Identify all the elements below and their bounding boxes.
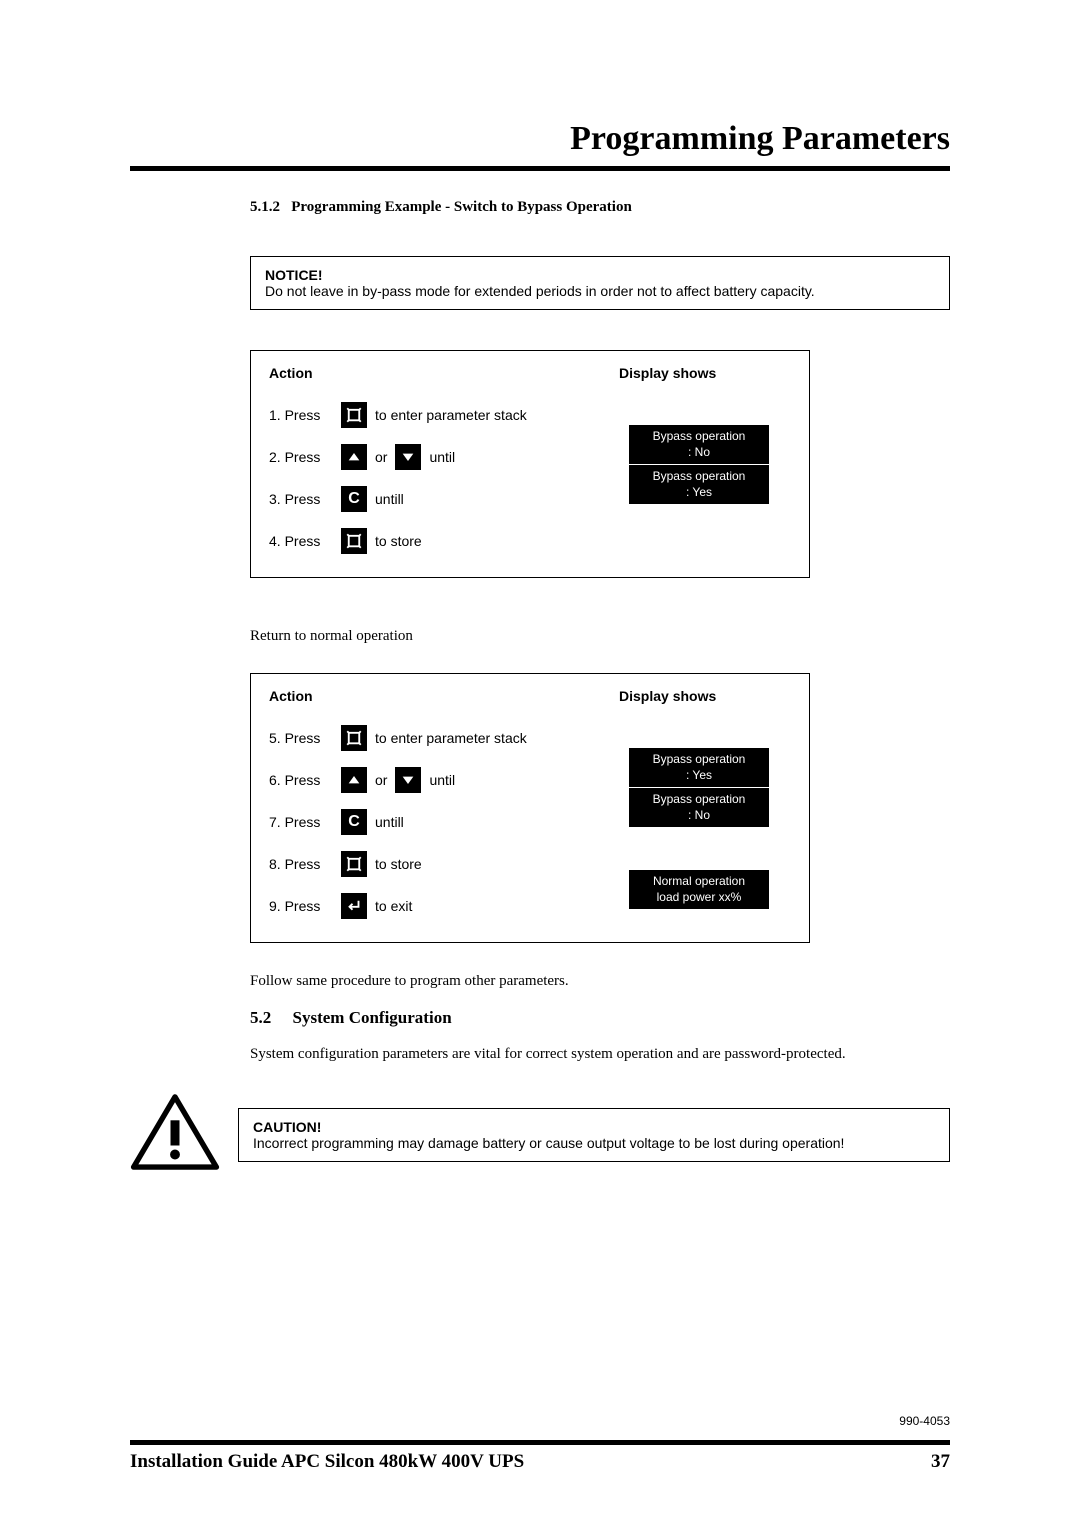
display-cell: Bypass operation : No	[629, 425, 769, 464]
subsection-number: 5.1.2	[250, 199, 280, 215]
page-header-title: Programming Parameters	[130, 120, 950, 171]
paragraph: Return to normal operation	[250, 628, 950, 645]
display-cell: Bypass operation : Yes	[629, 748, 769, 787]
caution-label: CAUTION!	[253, 1119, 935, 1135]
up-arrow-key-icon	[341, 767, 367, 793]
step-label: 7. Press	[269, 814, 341, 830]
notice-box: NOTICE! Do not leave in by-pass mode for…	[250, 256, 950, 310]
table-row: 4. Press to store	[269, 527, 791, 555]
stack-key-icon	[341, 725, 367, 751]
warning-triangle-icon	[130, 1093, 220, 1176]
display-cell: Bypass operation : Yes	[629, 465, 769, 504]
table2-header-display: Display shows	[619, 688, 789, 704]
paragraph: Follow same procedure to program other p…	[250, 973, 950, 990]
footer-page-number: 37	[931, 1451, 950, 1473]
action-text: untill	[375, 491, 404, 507]
step-label: 4. Press	[269, 533, 341, 549]
footer-title: Installation Guide APC Silcon 480kW 400V…	[130, 1451, 524, 1473]
document-number: 990-4053	[899, 1414, 950, 1428]
step-label: 9. Press	[269, 898, 341, 914]
display-cell: Bypass operation : No	[629, 788, 769, 827]
c-key-icon: C	[341, 809, 367, 835]
caution-box: CAUTION! Incorrect programming may damag…	[238, 1108, 950, 1162]
action-mid: or	[375, 772, 387, 788]
enter-key-icon	[341, 893, 367, 919]
c-key-icon: C	[341, 486, 367, 512]
action-text: to exit	[375, 898, 412, 914]
section-title-text: System Configuration	[293, 1008, 452, 1027]
action-text: to store	[375, 856, 422, 872]
subsection-heading: 5.1.2 Programming Example - Switch to By…	[250, 199, 950, 216]
action-table-1: Action Display shows 1. Press to enter p…	[250, 350, 810, 578]
down-arrow-key-icon	[395, 767, 421, 793]
action-text: until	[429, 772, 455, 788]
stack-key-icon	[341, 528, 367, 554]
section-text: System configuration parameters are vita…	[250, 1046, 950, 1063]
display-cell: Normal operation load power xx%	[629, 870, 769, 909]
step-label: 3. Press	[269, 491, 341, 507]
table1-header-action: Action	[269, 365, 619, 381]
action-text: until	[429, 449, 455, 465]
stack-key-icon	[341, 402, 367, 428]
notice-label: NOTICE!	[265, 267, 935, 283]
section-number: 5.2	[250, 1008, 271, 1027]
up-arrow-key-icon	[341, 444, 367, 470]
step-label: 6. Press	[269, 772, 341, 788]
step-label: 1. Press	[269, 407, 341, 423]
action-text: untill	[375, 814, 404, 830]
subsection-title-text: Programming Example - Switch to Bypass O…	[291, 199, 632, 215]
section-heading: 5.2 System Configuration	[250, 1008, 950, 1028]
step-label: 2. Press	[269, 449, 341, 465]
action-text: to enter parameter stack	[375, 730, 527, 746]
caution-text: Incorrect programming may damage battery…	[253, 1135, 935, 1151]
action-text: to enter parameter stack	[375, 407, 527, 423]
step-label: 8. Press	[269, 856, 341, 872]
stack-key-icon	[341, 851, 367, 877]
action-table-2: Action Display shows 5. Press to enter p…	[250, 673, 810, 943]
page-footer: Installation Guide APC Silcon 480kW 400V…	[130, 1440, 950, 1473]
table1-header-display: Display shows	[619, 365, 789, 381]
action-text: to store	[375, 533, 422, 549]
notice-text: Do not leave in by-pass mode for extende…	[265, 283, 935, 299]
step-label: 5. Press	[269, 730, 341, 746]
table2-header-action: Action	[269, 688, 619, 704]
action-mid: or	[375, 449, 387, 465]
down-arrow-key-icon	[395, 444, 421, 470]
